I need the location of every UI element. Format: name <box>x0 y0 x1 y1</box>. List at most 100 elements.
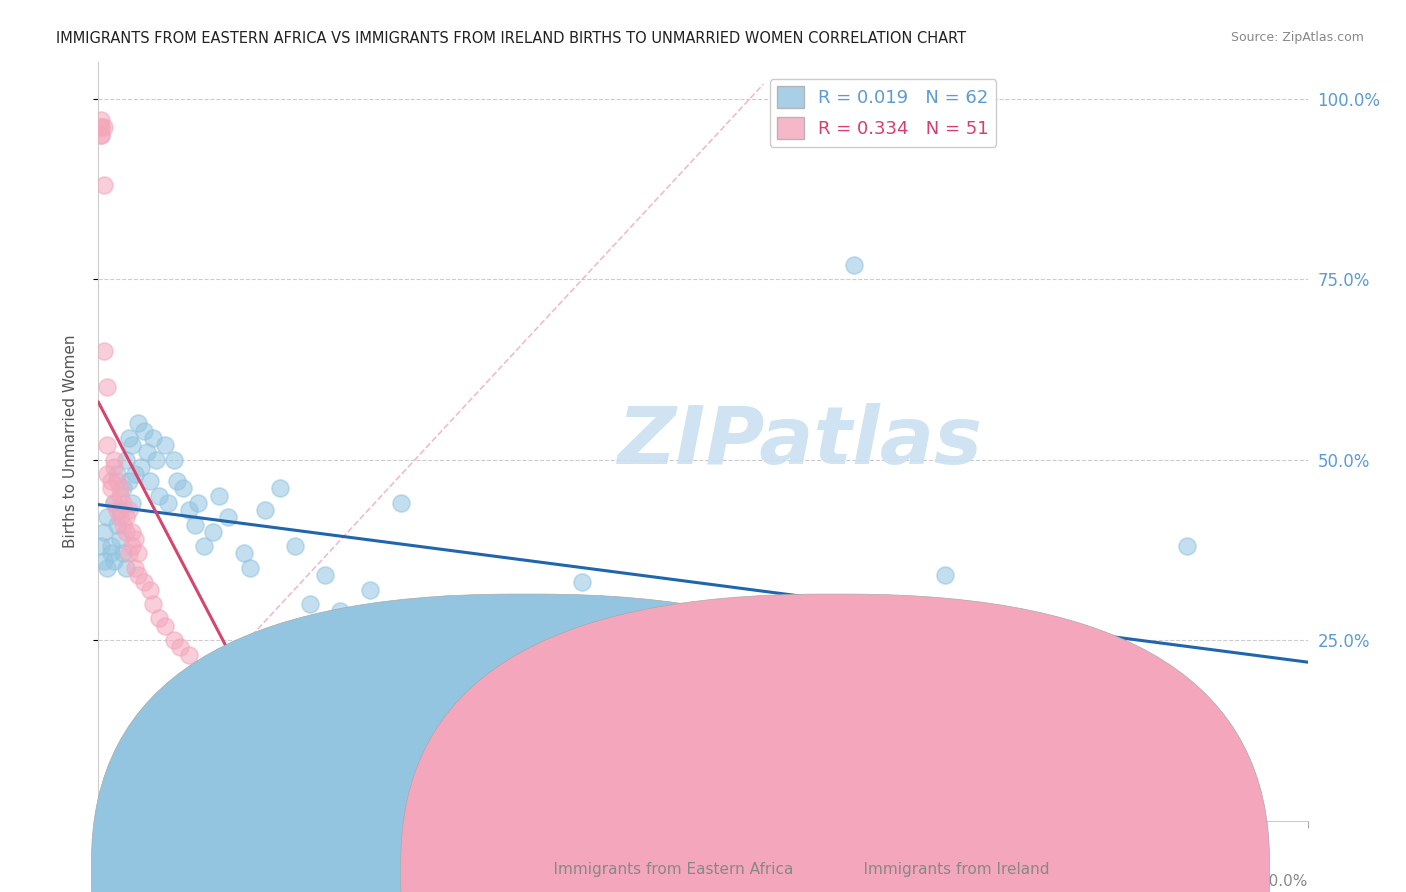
Point <box>540 727 562 741</box>
Point <box>360 582 382 597</box>
Point <box>184 517 207 532</box>
Point <box>224 683 246 698</box>
Point <box>105 503 128 517</box>
Point <box>90 120 112 135</box>
Point <box>360 778 382 792</box>
Point <box>127 568 149 582</box>
Point <box>139 582 162 597</box>
Point <box>96 380 118 394</box>
Point <box>232 546 254 560</box>
Point <box>118 475 141 489</box>
Point <box>208 489 231 503</box>
Point <box>111 517 134 532</box>
Point <box>132 575 155 590</box>
Point <box>139 475 162 489</box>
Text: Immigrants from Ireland: Immigrants from Ireland <box>844 863 1049 877</box>
Point <box>239 690 262 705</box>
Point <box>166 475 188 489</box>
Point <box>100 475 122 489</box>
Point <box>129 459 152 474</box>
Point <box>114 510 136 524</box>
Point <box>187 496 209 510</box>
Point <box>239 561 262 575</box>
Point <box>111 482 134 496</box>
Point <box>103 452 125 467</box>
Point <box>253 706 276 720</box>
Point <box>193 539 215 553</box>
Point <box>169 640 191 655</box>
Point <box>145 452 167 467</box>
Point <box>148 489 170 503</box>
Point <box>118 431 141 445</box>
Point <box>108 510 131 524</box>
Point <box>284 539 307 553</box>
Point <box>752 662 775 676</box>
Point <box>90 128 112 142</box>
Y-axis label: Births to Unmarried Women: Births to Unmarried Women <box>63 334 77 549</box>
Point <box>114 561 136 575</box>
Point <box>163 452 186 467</box>
Point <box>93 178 115 193</box>
Point <box>121 438 143 452</box>
Point <box>299 597 322 611</box>
Point <box>631 604 654 618</box>
Point <box>179 503 201 517</box>
Point <box>105 517 128 532</box>
Point <box>118 503 141 517</box>
Point <box>108 532 131 546</box>
Point <box>96 467 118 481</box>
Point <box>329 604 352 618</box>
Point <box>156 496 179 510</box>
Point <box>103 554 125 568</box>
Point <box>124 561 146 575</box>
Point <box>96 561 118 575</box>
Point <box>481 713 503 727</box>
Point <box>90 128 112 142</box>
Point <box>93 344 115 359</box>
Point <box>100 539 122 553</box>
Text: 0.0%: 0.0% <box>98 874 138 888</box>
Point <box>90 539 112 553</box>
Point <box>1054 734 1077 748</box>
Point <box>96 438 118 452</box>
Point <box>253 503 276 517</box>
Point <box>299 727 322 741</box>
Point <box>208 676 231 690</box>
Point <box>135 445 157 459</box>
Point <box>121 524 143 539</box>
Point <box>100 546 122 560</box>
Point <box>103 496 125 510</box>
Point <box>114 524 136 539</box>
Point <box>329 741 352 756</box>
Point <box>314 568 336 582</box>
Point <box>127 417 149 431</box>
Text: Source: ZipAtlas.com: Source: ZipAtlas.com <box>1230 31 1364 45</box>
Point <box>103 496 125 510</box>
Point <box>163 633 186 648</box>
Point <box>1175 539 1198 553</box>
Point <box>118 546 141 560</box>
Point <box>111 496 134 510</box>
Point <box>217 510 239 524</box>
Point <box>692 648 714 662</box>
Point <box>103 459 125 474</box>
Point <box>96 510 118 524</box>
Point <box>153 618 176 632</box>
Point <box>844 258 866 272</box>
Point <box>100 482 122 496</box>
Point <box>153 438 176 452</box>
Point <box>142 597 165 611</box>
Text: ZIPatlas: ZIPatlas <box>617 402 983 481</box>
Point <box>284 720 307 734</box>
Legend: R = 0.019   N = 62, R = 0.334   N = 51: R = 0.019 N = 62, R = 0.334 N = 51 <box>769 79 997 146</box>
Point <box>172 482 194 496</box>
Point <box>108 503 131 517</box>
Text: IMMIGRANTS FROM EASTERN AFRICA VS IMMIGRANTS FROM IRELAND BIRTHS TO UNMARRIED WO: IMMIGRANTS FROM EASTERN AFRICA VS IMMIGR… <box>56 31 966 46</box>
Point <box>90 120 112 135</box>
Point <box>934 568 956 582</box>
Point <box>202 524 225 539</box>
Point <box>93 524 115 539</box>
Point <box>132 424 155 438</box>
Point <box>111 546 134 560</box>
Point <box>434 597 457 611</box>
